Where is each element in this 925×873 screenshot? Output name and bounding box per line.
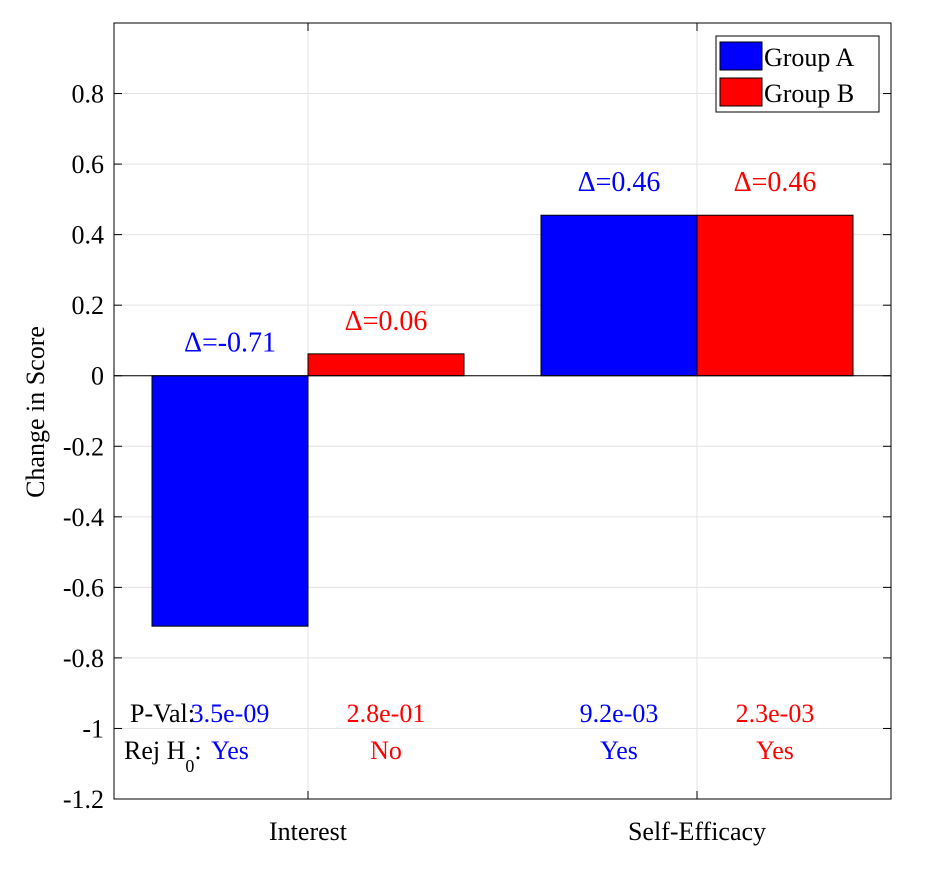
y-tick-label-7: -0.6: [63, 573, 104, 602]
pval-1-0: 2.8e-01: [347, 699, 426, 728]
reject-0-1: Yes: [600, 736, 638, 765]
pval-row-label: P-Val:: [130, 699, 195, 728]
y-tick-label-2: 0.4: [72, 221, 105, 250]
bar-group-b-self-efficacy: [696, 214, 854, 377]
reject-1-0: No: [370, 736, 402, 765]
legend: Group A Group B: [715, 35, 880, 113]
y-tick-label-1: 0.6: [72, 150, 105, 179]
y-tick-label-5: -0.2: [63, 432, 104, 461]
bar-group-a-interest: [151, 375, 309, 627]
delta-label-0-1: Δ=0.46: [578, 167, 661, 198]
x-tick-label-0: Interest: [269, 817, 348, 846]
legend-swatch-1: [719, 77, 763, 107]
pval-1-1: 2.3e-03: [736, 699, 815, 728]
pval-0-1: 9.2e-03: [580, 699, 659, 728]
delta-label-1-0: Δ=0.06: [345, 306, 428, 337]
legend-label-0: Group A: [764, 43, 855, 72]
reject-row-label-colon: :: [194, 736, 201, 765]
x-tick-label-1: Self-Efficacy: [628, 817, 766, 846]
bars: [151, 214, 854, 627]
pval-0-0: 3.5e-09: [191, 699, 270, 728]
delta-label-1-1: Δ=0.46: [734, 167, 817, 198]
y-tick-label-8: -0.8: [63, 644, 104, 673]
bar-group-b-interest: [307, 353, 465, 377]
plot-frame: [113, 22, 892, 800]
y-tick-label-3: 0.2: [72, 291, 105, 320]
y-tick-label-6: -0.4: [63, 503, 104, 532]
y-tick-label-9: -1: [82, 714, 104, 743]
bar-group-a-self-efficacy: [540, 214, 698, 377]
y-tick-label-4: 0: [91, 362, 104, 391]
reject-row-label-main: Rej H: [124, 736, 186, 765]
y-axis-ticks: 0.8 0.6 0.4 0.2 0 -0.2 -0.4 -0.6 -0.8 -1 -1.2: [63, 80, 891, 814]
reject-1-1: Yes: [756, 736, 794, 765]
legend-swatch-0: [719, 41, 763, 71]
delta-label-0-0: Δ=-0.71: [184, 328, 276, 359]
stats-annotations: 3.5e-09 Yes 9.2e-03 Yes 2.8e-01 No 2.3e-03 Yes: [191, 699, 815, 765]
reject-row-label: Rej H0:: [124, 736, 202, 776]
y-tick-label-0: 0.8: [72, 80, 105, 109]
x-axis-ticks: Interest Self-Efficacy: [269, 23, 766, 846]
y-axis-label: Change in Score: [21, 326, 50, 498]
reject-0-0: Yes: [211, 736, 249, 765]
y-tick-label-10: -1.2: [63, 785, 104, 814]
legend-label-1: Group B: [764, 79, 854, 108]
reject-row-label-subscript: 0: [185, 756, 194, 776]
delta-labels: Δ=-0.71 Δ=0.46 Δ=0.06 Δ=0.46: [184, 167, 816, 358]
